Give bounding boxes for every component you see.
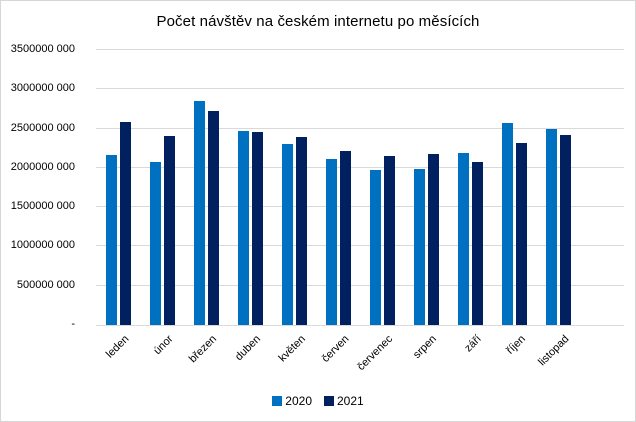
bar-2020-leden <box>105 155 117 325</box>
bar-group-empty <box>580 50 624 325</box>
bar-2020-duben <box>237 131 249 325</box>
bar-group-červen <box>316 50 360 325</box>
x-axis-line <box>96 325 624 326</box>
chart-title: Počet návštěv na českém internetu po měs… <box>156 13 480 30</box>
x-axis-tick-label: únor <box>151 333 176 358</box>
legend-swatch-2021 <box>324 396 334 406</box>
gridline <box>96 245 624 246</box>
y-axis-tick-label: 3500000 000 <box>10 43 75 55</box>
legend-swatch-2020 <box>272 396 283 406</box>
legend-label: 2020 <box>285 394 312 408</box>
bar-2021-září <box>471 162 483 325</box>
gridline <box>96 206 624 207</box>
y-axis-tick-label: 1000000 000 <box>10 239 75 252</box>
legend-label: 2021 <box>337 394 364 408</box>
gridline <box>96 167 624 168</box>
bar-2020-únor <box>149 162 161 325</box>
plot-area <box>96 49 624 326</box>
bar-group-duben <box>228 50 272 325</box>
bar-2020-červen <box>325 159 337 325</box>
legend-entry-2021: 2021 <box>324 394 364 408</box>
x-axis-tick-label: listopad <box>536 333 572 369</box>
bar-2021-říjen <box>515 143 527 325</box>
bar-2020-březen <box>193 101 205 325</box>
x-axis-tick-label: květen <box>276 333 308 365</box>
y-axis-tick-label: 2000000 000 <box>10 160 75 173</box>
x-axis-tick-label: říjen <box>503 333 528 357</box>
bar-2021-březen <box>207 111 219 325</box>
x-axis-labels: leden únor březen duben květen červen červenec… <box>96 331 624 389</box>
bar-group-leden <box>96 50 140 325</box>
y-axis-tick-label: 1500000 000 <box>10 200 75 213</box>
y-axis-tick-label: 2500000 000 <box>10 121 75 134</box>
gridline <box>96 128 624 129</box>
bar-2021-duben <box>251 132 263 325</box>
x-axis-tick-label: leden <box>103 333 132 361</box>
bar-group-červenec <box>360 50 404 325</box>
bar-2020-srpen <box>413 169 425 325</box>
bar-2021-listopad <box>559 135 571 325</box>
bar-2021-červen <box>339 151 351 325</box>
bar-2020-červenec <box>369 170 381 325</box>
x-axis-tick-label: září <box>462 333 484 355</box>
bar-group-srpen <box>404 50 448 325</box>
x-axis-tick-label: březen <box>187 333 220 366</box>
legend: 2020 2021 <box>1 394 635 408</box>
bar-group-květen <box>272 50 316 325</box>
x-axis-tick-label: srpen <box>411 333 440 361</box>
y-axis-tick-label: 3000000 000 <box>10 82 75 95</box>
bar-2021-únor <box>163 136 175 325</box>
x-axis-tick-label: duben <box>233 333 264 364</box>
bar-2020-květen <box>281 144 293 325</box>
x-axis-tick-label: červen <box>319 333 352 365</box>
bar-group-únor <box>140 50 184 325</box>
bar-2020-září <box>457 153 469 325</box>
gridline <box>96 88 624 89</box>
bar-2020-říjen <box>501 123 513 325</box>
gridline <box>96 285 624 286</box>
bar-group-březen <box>184 50 228 325</box>
bar-group-říjen <box>492 50 536 325</box>
gridline <box>96 49 624 50</box>
bar-2021-leden <box>119 122 131 325</box>
bar-2021-květen <box>295 137 307 325</box>
bar-group-září <box>448 50 492 325</box>
bar-2020-listopad <box>545 129 557 325</box>
y-axis-tick-label: - <box>71 318 75 330</box>
bar-2021-srpen <box>427 154 439 325</box>
bar-2021-červenec <box>383 156 395 325</box>
bar-groups <box>96 50 624 325</box>
x-axis-tick-label: červenec <box>355 333 396 374</box>
bar-group-listopad <box>536 50 580 325</box>
y-axis-tick-label: 500000 000 <box>16 278 75 291</box>
legend-entry-2020: 2020 <box>272 394 312 408</box>
